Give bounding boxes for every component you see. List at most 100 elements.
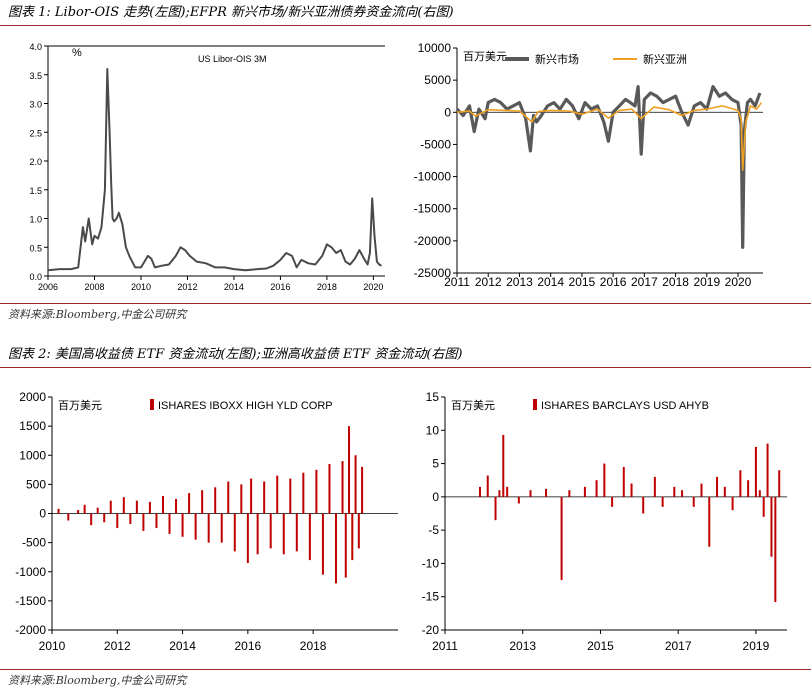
bar [653,476,656,497]
bar [723,486,726,497]
bar [611,496,614,507]
y-tick-label: 0 [444,105,451,119]
bar [295,513,298,552]
x-tick-label: 2019 [693,275,720,289]
bar [348,426,351,514]
bar [754,446,757,497]
bar [135,500,138,514]
series-line [456,102,763,171]
x-tick-label: 2011 [444,275,470,289]
bar [233,513,236,552]
y-tick-label: -2000 [15,623,46,637]
bar [220,513,223,543]
bar [227,481,230,514]
bar [673,486,676,497]
bar [129,513,132,524]
y-tick-label: 5 [432,457,439,471]
bar [560,496,563,581]
bar [308,513,311,561]
bar [142,513,145,531]
legend-label: 新兴亚洲 [643,52,687,66]
x-tick-label: 2018 [300,639,327,653]
y-tick-label: 500 [26,477,46,491]
series-line [47,68,382,272]
y-tick-label: -1500 [15,594,46,608]
figure2-source: 资料来源:Bloomberg,中金公司研究 [8,674,187,687]
bar [116,513,119,529]
bar [545,488,548,497]
bar [517,496,520,504]
chart-title: US Libor-OIS 3M [198,54,267,64]
bar [739,470,742,497]
bar [708,496,711,547]
bar [341,461,344,514]
x-tick-label: 2013 [509,639,536,653]
figure2-source-rule [0,669,811,670]
bar [168,513,171,534]
bar [83,504,86,514]
x-tick-label: 2018 [317,282,337,292]
y-tick-label: -15000 [414,202,452,216]
x-tick-label: 2014 [537,275,564,289]
x-tick-label: 2012 [177,282,197,292]
figure1-header: 图表 1: Libor-OIS 走势(左图);EFPR 新兴市场/新兴亚洲债券资… [8,5,454,20]
y-tick-label: 1500 [19,419,46,433]
y-tick-label: -20000 [414,234,452,248]
bar [716,476,719,497]
bar [269,513,272,549]
x-tick-label: 2017 [665,639,692,653]
bar [103,513,106,523]
bar [361,466,364,514]
x-tick-label: 2015 [569,275,596,289]
figure2-header: 图表 2: 美国高收益债 ETF 资金流动(左图);亚洲高收益债 ETF 资金流… [8,347,463,362]
x-tick-label: 2017 [631,275,658,289]
bar [256,513,259,555]
bar [354,455,357,514]
y-tick-label: 1.5 [29,186,42,196]
series-line [455,84,762,249]
y-axis-unit-label: % [72,47,82,59]
y-tick-label: -25000 [414,266,452,280]
figure1-source-rule [0,303,811,304]
y-tick-label: 2000 [19,390,46,404]
bar [207,513,210,543]
x-tick-label: 2006 [38,282,58,292]
y-tick-label: -5000 [420,137,451,151]
legend-label: ISHARES BARCLAYS USD AHYB [541,400,709,412]
x-tick-label: 2016 [270,282,290,292]
figure2-header-rule [0,367,811,368]
bar [630,483,633,497]
x-tick-label: 2013 [506,275,533,289]
bar [498,490,501,497]
x-tick-label: 2012 [104,639,131,653]
bar [642,496,645,514]
y-axis-unit-label: 百万美元 [451,399,495,412]
bar [302,472,305,514]
x-tick-label: 2010 [39,639,66,653]
bar [486,475,489,497]
bar [661,496,664,507]
bar [194,513,197,540]
bar [250,478,253,514]
bar [622,466,625,497]
x-tick-label: 2011 [432,639,458,653]
bar [770,496,773,557]
y-tick-label: -5 [428,523,439,537]
bar [731,496,734,511]
bar [321,513,324,575]
bar [77,510,80,514]
bar [67,513,70,521]
bar [583,486,586,497]
asia-hy-etf-flow-chart: 15 10 5 0 -5 -10 -15 -20 2011 2013 2015 2017 2019 百万美… [422,390,787,653]
x-tick-label: 2014 [169,639,196,653]
bar [328,463,331,514]
bar [90,513,93,526]
bar [766,443,769,497]
bar [700,483,703,497]
bar [181,513,184,537]
y-tick-label: 2.5 [29,128,42,138]
y-tick-label: 1.0 [29,215,42,225]
bar [315,469,318,514]
bar [357,513,360,549]
y-tick-label: 3.0 [29,100,42,110]
